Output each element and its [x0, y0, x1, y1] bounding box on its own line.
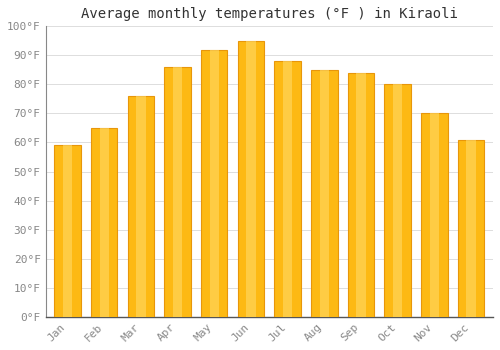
- Bar: [274, 61, 301, 317]
- Bar: [320, 70, 329, 317]
- Bar: [421, 113, 448, 317]
- Bar: [164, 67, 191, 317]
- Bar: [173, 67, 182, 317]
- Bar: [283, 61, 292, 317]
- Bar: [311, 70, 338, 317]
- Bar: [458, 140, 484, 317]
- Bar: [466, 140, 475, 317]
- Title: Average monthly temperatures (°F ) in Kiraoli: Average monthly temperatures (°F ) in Ki…: [81, 7, 458, 21]
- Bar: [201, 49, 228, 317]
- Bar: [54, 145, 81, 317]
- Bar: [356, 73, 366, 317]
- Bar: [100, 128, 109, 317]
- Bar: [430, 113, 439, 317]
- Bar: [393, 84, 402, 317]
- Bar: [63, 145, 72, 317]
- Bar: [384, 84, 411, 317]
- Bar: [91, 128, 118, 317]
- Bar: [348, 73, 374, 317]
- Bar: [238, 41, 264, 317]
- Bar: [128, 96, 154, 317]
- Bar: [210, 49, 219, 317]
- Bar: [246, 41, 256, 317]
- Bar: [136, 96, 145, 317]
